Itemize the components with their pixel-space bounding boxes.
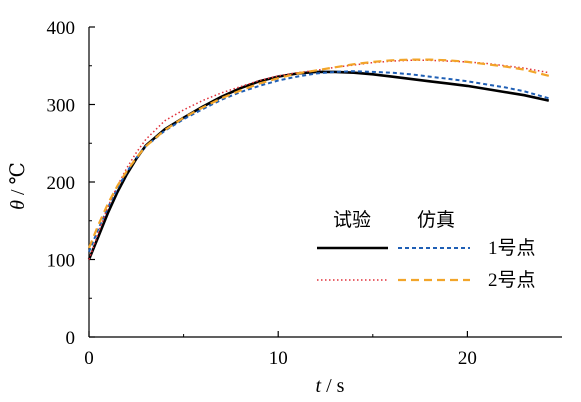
legend-label-point-1: 1号点: [488, 237, 536, 259]
y-tick-label-300: 300: [47, 96, 76, 117]
y-tick-label-200: 200: [47, 173, 76, 194]
y-axis-variable: θ: [7, 200, 29, 210]
series-layer: [87, 58, 550, 260]
legend-header-experiment: 试验: [333, 209, 371, 231]
series-line-3: [88, 59, 549, 260]
y-tick-label-0: 0: [66, 328, 76, 349]
tick-labels: 0 100 200 300 400 0 10 20: [47, 18, 477, 369]
y-tick-label-100: 100: [47, 251, 76, 272]
legend: 试验 仿真 1号点 2号点: [317, 209, 536, 291]
legend-label-point-2: 2号点: [488, 269, 536, 291]
y-tick-label-400: 400: [47, 18, 76, 39]
legend-header-simulation: 仿真: [417, 209, 455, 231]
series-line-2: [88, 70, 550, 253]
y-axis-title: θ / ℃: [7, 162, 29, 210]
x-axis-unit: s: [337, 375, 345, 397]
x-axis-title: t / s: [316, 375, 345, 397]
x-axis-variable: t: [316, 375, 322, 397]
x-tick-label-0: 0: [84, 348, 94, 369]
x-tick-label-20: 20: [458, 348, 477, 369]
x-tick-label-10: 10: [269, 348, 288, 369]
series-line-1: [87, 70, 550, 260]
series-line-4: [87, 58, 550, 249]
y-axis-unit: ℃: [7, 162, 29, 184]
axes: [88, 26, 562, 338]
